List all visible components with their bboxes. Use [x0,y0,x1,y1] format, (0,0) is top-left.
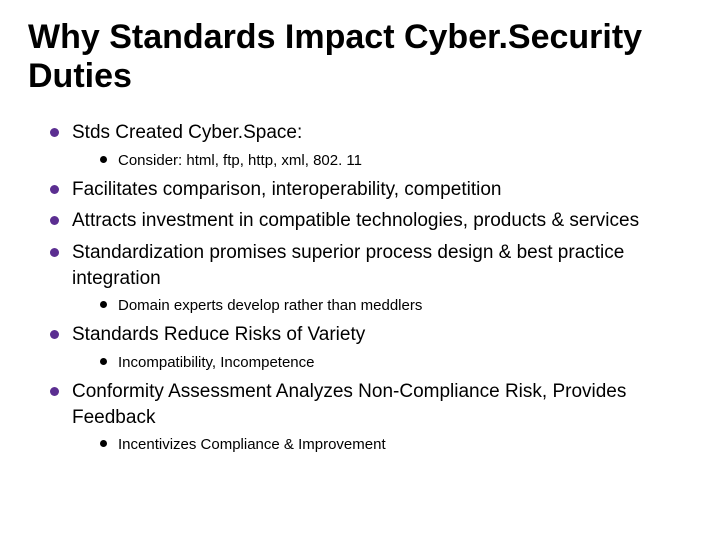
bullet-text: Stds Created Cyber.Space: [72,122,302,143]
list-item: Standards Reduce Risks of Variety Incomp… [50,322,692,373]
bullet-text: Standards Reduce Risks of Variety [72,324,365,345]
sub-bullet-text: Domain experts develop rather than meddl… [118,297,422,314]
bullet-text: Facilitates comparison, interoperability… [72,179,501,200]
sub-list-item: Consider: html, ftp, http, xml, 802. 11 [100,150,692,171]
list-item: Stds Created Cyber.Space: Consider: html… [50,120,692,171]
slide-container: Why Standards Impact Cyber.Security Duti… [0,0,720,540]
sub-bullet-text: Incentivizes Compliance & Improvement [118,436,386,453]
bullet-text: Standardization promises superior proces… [72,242,624,289]
sub-bullet-text: Consider: html, ftp, http, xml, 802. 11 [118,152,362,169]
sub-list-item: Incentivizes Compliance & Improvement [100,434,692,455]
list-item: Standardization promises superior proces… [50,240,692,316]
bullet-text: Attracts investment in compatible techno… [72,210,639,231]
sub-bullet-list: Consider: html, ftp, http, xml, 802. 11 [72,150,692,171]
sub-list-item: Incompatibility, Incompetence [100,352,692,373]
list-item: Facilitates comparison, interoperability… [50,177,692,203]
bullet-list: Stds Created Cyber.Space: Consider: html… [28,120,692,455]
sub-list-item: Domain experts develop rather than meddl… [100,295,692,316]
sub-bullet-list: Domain experts develop rather than meddl… [72,295,692,316]
list-item: Attracts investment in compatible techno… [50,208,692,234]
sub-bullet-list: Incompatibility, Incompetence [72,352,692,373]
bullet-text: Conformity Assessment Analyzes Non-Compl… [72,381,626,428]
sub-bullet-list: Incentivizes Compliance & Improvement [72,434,692,455]
sub-bullet-text: Incompatibility, Incompetence [118,354,315,371]
list-item: Conformity Assessment Analyzes Non-Compl… [50,379,692,455]
slide-title: Why Standards Impact Cyber.Security Duti… [28,18,692,96]
